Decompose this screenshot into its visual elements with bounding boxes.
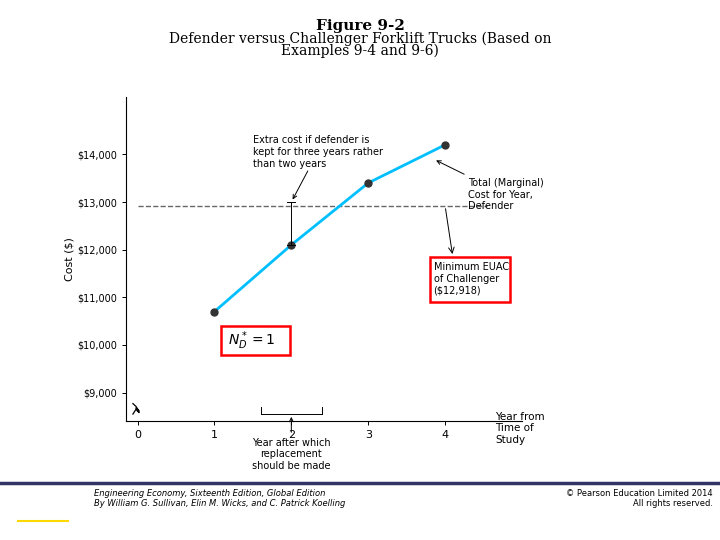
Text: Year after which
replacement
should be made: Year after which replacement should be m…: [252, 418, 330, 471]
Text: Engineering Economy, Sixteenth Edition, Global Edition
By William G. Sullivan, E: Engineering Economy, Sixteenth Edition, …: [94, 489, 345, 508]
Text: Defender versus Challenger Forklift Trucks (Based on: Defender versus Challenger Forklift Truc…: [168, 31, 552, 46]
Bar: [220, 326, 289, 355]
Bar: [430, 257, 510, 302]
Text: $N^*_D = 1$: $N^*_D = 1$: [228, 329, 275, 352]
Text: Figure 9-2: Figure 9-2: [315, 19, 405, 33]
Y-axis label: Cost ($): Cost ($): [64, 237, 74, 281]
Text: PEARSON: PEARSON: [15, 500, 71, 510]
Text: Minimum EUAC
of Challenger
($12,918): Minimum EUAC of Challenger ($12,918): [433, 262, 509, 295]
Text: Year from
Time of
Study: Year from Time of Study: [495, 411, 545, 445]
Text: Total (Marginal)
Cost for Year,
Defender: Total (Marginal) Cost for Year, Defender: [437, 161, 544, 211]
Text: Extra cost if defender is
kept for three years rather
than two years: Extra cost if defender is kept for three…: [253, 136, 383, 199]
Text: © Pearson Education Limited 2014
All rights reserved.: © Pearson Education Limited 2014 All rig…: [566, 489, 713, 508]
Text: Examples 9-4 and 9-6): Examples 9-4 and 9-6): [281, 43, 439, 58]
